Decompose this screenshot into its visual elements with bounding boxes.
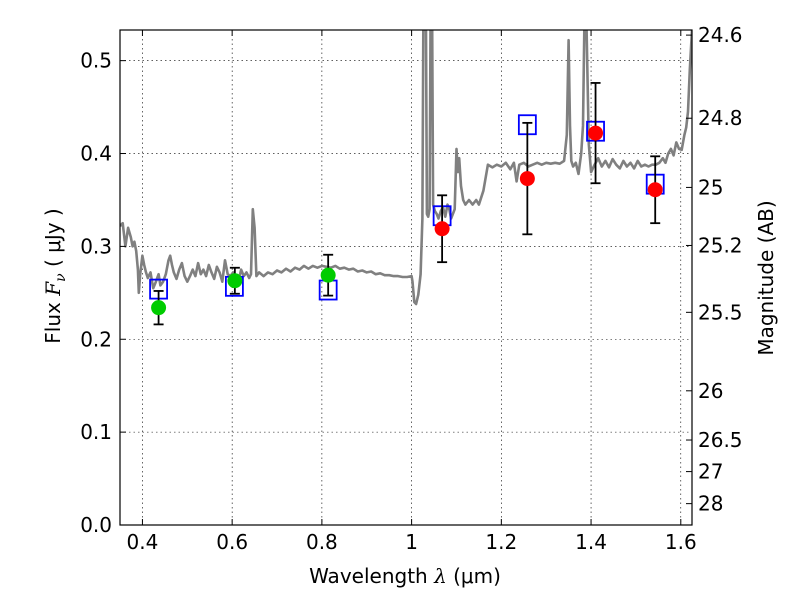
model-spectrum-layer [120,30,692,306]
right-tick-label: 26.5 [698,428,743,452]
right-tick-label: 27 [698,460,723,484]
x-tick-label: 1.4 [575,530,607,554]
x-axis-title-unit: (μm) [447,564,501,588]
observed-point [227,273,243,289]
y-tick-label: 0.5 [80,49,112,73]
y-tick-label: 0.1 [80,420,112,444]
x-tick-label: 1 [405,530,418,554]
y-axis-title-unit: ( μJy ) [41,208,65,273]
x-tick-label: 0.6 [216,530,248,554]
observed-point [647,182,663,198]
right-tick-label: 24.8 [698,106,743,130]
x-tick-label: 0.8 [306,530,338,554]
y-axis-title-symbol: F [41,281,65,297]
y-axis-title-main: Flux [41,296,65,344]
y-tick-label: 0.2 [80,327,112,351]
y-axis-title: Flux Fν ( μJy ) [41,208,69,343]
right-tick-label: 25.5 [698,300,743,324]
observed-point [588,125,604,141]
observed-layer [151,82,663,326]
x-tick-label: 0.4 [127,530,159,554]
plot-frame [119,29,693,526]
observed-point [519,171,535,187]
model-spectrum-line [120,30,692,306]
x-axis-title-symbol: λ [433,564,447,588]
right-tick-label: 25.2 [698,233,743,257]
right-tick-label: 24.6 [698,23,743,47]
observed-point [151,300,167,316]
y-tick-label: 0.4 [80,142,112,166]
right-tick-label: 25 [698,175,723,199]
right-tick-label: 28 [698,492,723,516]
right-tick-label: 26 [698,379,723,403]
right-axis-title: Magnitude (AB) [754,200,778,355]
x-axis-title: Wavelength λ (μm) [309,564,501,588]
x-axis-title-main: Wavelength [309,564,434,588]
axis-ticks: 0.4 0.6 0.8 1 1.2 1.4 1.6 0.0 0.1 0.2 0.3 0.4 0.5 24.… [80,23,742,554]
y-tick-label: 0.0 [80,513,112,537]
y-axis-title-subscript: ν [53,273,69,282]
observed-point [434,221,450,237]
y-tick-label: 0.3 [80,234,112,258]
observed-point [320,267,336,283]
x-tick-label: 1.2 [485,530,517,554]
x-tick-label: 1.6 [665,530,697,554]
